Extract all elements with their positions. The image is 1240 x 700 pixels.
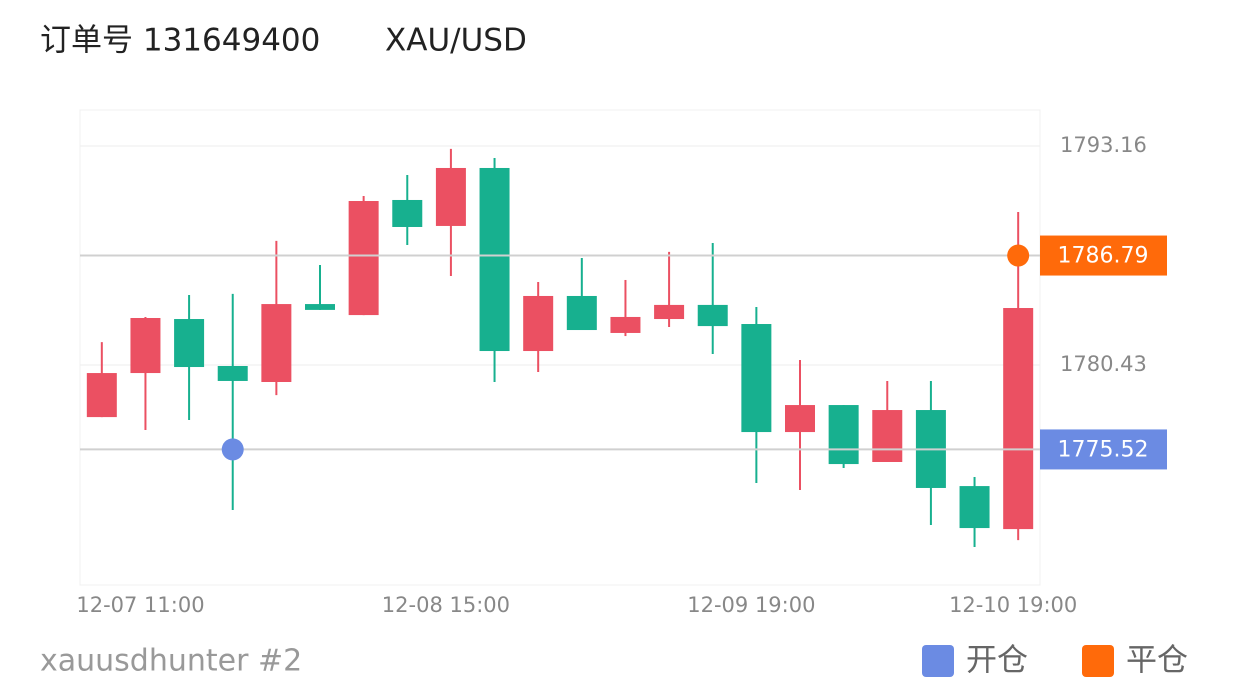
x-tick-label: 12-08 15:00 [382,593,510,617]
trade-marker [1007,244,1030,267]
candle-body [174,319,205,368]
candle-body [828,405,859,465]
legend-swatch [922,645,954,677]
candle-body [479,167,510,352]
price-tag [1040,429,1167,470]
candle-body [348,201,379,316]
legend-label: 开仓 [966,643,1028,679]
trade-marker [221,438,244,461]
chart-title: 订单号 131649400 [40,23,320,59]
candle-body [785,405,815,433]
candle-body [86,373,117,418]
candle-body [959,486,990,529]
candle-body [130,317,161,374]
candle-body [872,410,903,462]
price-label: 1786.79 [1058,244,1149,269]
candle-body [217,365,248,381]
y-tick-label: 1793.16 [1060,133,1147,157]
plot-frame [79,109,1041,586]
chart-subtitle: XAU/USD [385,23,527,59]
candle-body [305,304,335,310]
candle-body [1003,308,1034,530]
x-tick-label: 12-10 19:00 [949,593,1077,617]
x-tick-label: 12-09 19:00 [687,593,815,617]
price-tag [1040,235,1167,276]
y-tick-label: 1780.43 [1060,352,1147,376]
candle-body [566,295,597,331]
legend-swatch [1082,645,1114,677]
candle-body [523,295,554,352]
candle-body [435,167,466,226]
x-tick-label: 12-07 11:00 [76,593,204,617]
legend-label: 平仓 [1126,643,1188,679]
candle-body [392,199,423,227]
caption: xauusdhunter #2 [40,644,302,679]
candle-body [654,304,685,320]
candle-body [610,316,641,333]
candle-body [697,304,728,327]
candle-body [741,324,772,433]
price-label: 1775.52 [1058,437,1149,462]
candle-body [261,304,292,382]
